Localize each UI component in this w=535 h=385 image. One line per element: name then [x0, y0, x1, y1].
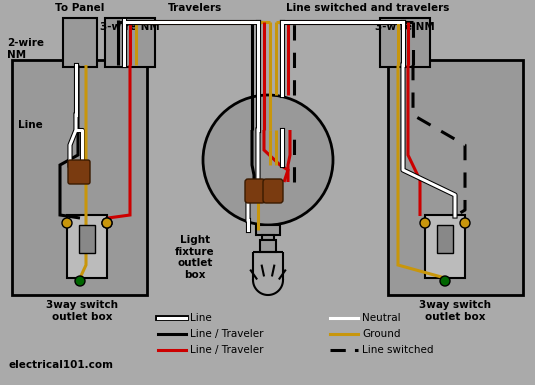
Text: Ground: Ground: [362, 329, 401, 339]
Bar: [260, 240, 276, 252]
Text: 3-wire NM: 3-wire NM: [375, 22, 435, 32]
Circle shape: [75, 276, 85, 286]
Circle shape: [420, 218, 430, 228]
Bar: [67, 215, 107, 278]
Text: Travelers: Travelers: [168, 3, 222, 13]
Bar: [63, 18, 97, 67]
Text: To Panel: To Panel: [55, 3, 105, 13]
Text: 3-wire NM: 3-wire NM: [100, 22, 160, 32]
Bar: [12, 60, 147, 295]
Bar: [380, 18, 430, 67]
Circle shape: [203, 95, 333, 225]
Circle shape: [102, 218, 112, 228]
FancyBboxPatch shape: [263, 179, 283, 203]
FancyBboxPatch shape: [68, 160, 90, 184]
Text: Neutral: Neutral: [362, 313, 401, 323]
Bar: [105, 18, 155, 67]
Text: Line switched: Line switched: [362, 345, 433, 355]
Bar: [262, 235, 274, 240]
Text: Light
fixture
outlet
box: Light fixture outlet box: [175, 235, 215, 280]
Bar: [388, 60, 523, 295]
Text: Line: Line: [190, 313, 212, 323]
Text: electrical101.com: electrical101.com: [8, 360, 113, 370]
Text: 2-wire
NM: 2-wire NM: [7, 38, 44, 60]
Bar: [256, 225, 280, 235]
Text: Line / Traveler: Line / Traveler: [190, 329, 264, 339]
Text: Line: Line: [18, 120, 43, 130]
Circle shape: [102, 218, 112, 228]
Text: 3way switch
outlet box: 3way switch outlet box: [46, 300, 118, 321]
Circle shape: [460, 218, 470, 228]
Circle shape: [62, 218, 72, 228]
Bar: [425, 215, 465, 278]
FancyBboxPatch shape: [245, 179, 265, 203]
Circle shape: [440, 276, 450, 286]
Bar: [437, 225, 453, 253]
Text: Line switched and travelers: Line switched and travelers: [286, 3, 450, 13]
Bar: [79, 225, 95, 253]
Text: 3way switch
outlet box: 3way switch outlet box: [419, 300, 491, 321]
Text: Line / Traveler: Line / Traveler: [190, 345, 264, 355]
